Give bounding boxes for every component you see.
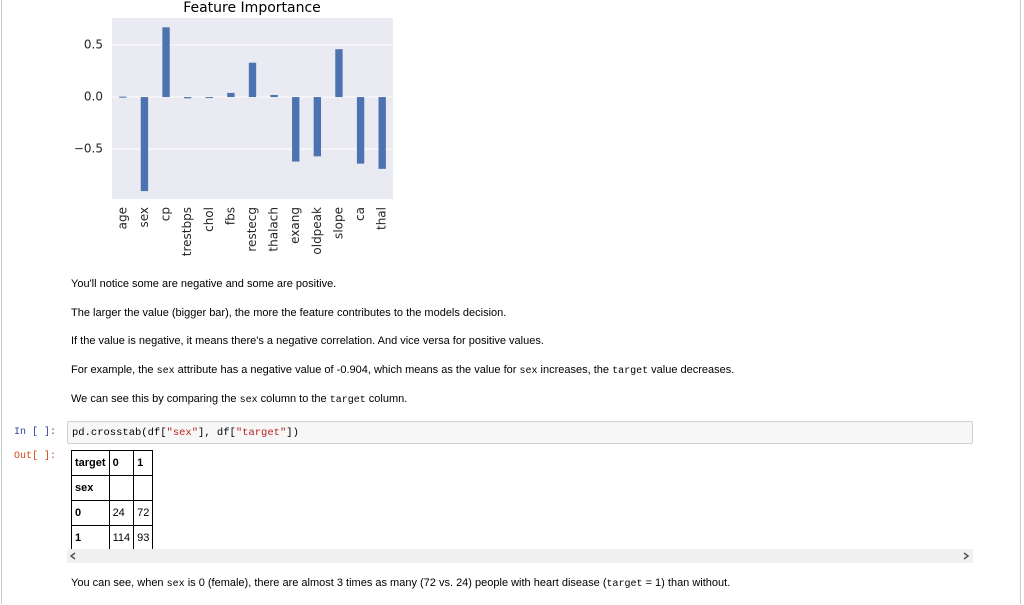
empty-cell xyxy=(108,475,135,501)
bar xyxy=(292,97,300,162)
bar xyxy=(140,97,149,192)
chart-title: Feature Importance xyxy=(183,0,321,16)
input-prompt: In [ ]: xyxy=(14,427,57,438)
x-tick-label: slope xyxy=(331,207,345,239)
text-run: You can see, when xyxy=(71,577,167,589)
crosstab-table: target 0 1 sex 0 24 72 1 114 93 xyxy=(71,450,154,551)
x-tick-label: restecg xyxy=(245,207,259,252)
bar xyxy=(313,97,322,157)
bar xyxy=(270,94,278,98)
table-cell: 114 xyxy=(108,525,135,551)
bar xyxy=(335,49,343,98)
paragraph: If the value is negative, it means there… xyxy=(71,335,544,347)
text-run: We can see this by comparing the xyxy=(71,393,240,405)
text-run: attribute has a negative value of -0.904… xyxy=(174,364,520,376)
row-index: 0 xyxy=(71,500,110,526)
column-header: 1 xyxy=(133,450,154,476)
text-run: = 1) than without. xyxy=(642,577,731,589)
code-string: "target" xyxy=(235,427,287,439)
bar xyxy=(378,97,386,169)
x-tick-label: cp xyxy=(159,207,173,221)
inline-code: sex xyxy=(156,366,175,377)
inline-code: target xyxy=(612,366,649,377)
bar xyxy=(205,97,213,99)
horizontal-scrollbar[interactable] xyxy=(67,549,973,563)
output-prompt: Out[ ]: xyxy=(14,451,57,462)
x-tick-label: thalach xyxy=(267,207,281,252)
bar xyxy=(248,62,257,98)
table-cell: 24 xyxy=(108,500,135,526)
bar xyxy=(183,97,192,99)
y-tick-label: −0.5 xyxy=(74,142,103,156)
y-tick-label: 0.0 xyxy=(84,90,103,104)
paragraph: We can see this by comparing the sex col… xyxy=(71,393,407,406)
x-tick-label: ca xyxy=(353,207,367,221)
text-run: If the value is negative, it means there… xyxy=(71,335,544,347)
row-index: 1 xyxy=(71,525,110,551)
scroll-arrows xyxy=(69,552,970,560)
scroll-right-arrow[interactable] xyxy=(963,552,970,560)
text-run: You'll notice some are negative and some… xyxy=(71,278,337,290)
x-tick-label: sex xyxy=(137,207,151,228)
code-string: "sex" xyxy=(166,427,199,439)
bar xyxy=(227,92,235,98)
index-name: sex xyxy=(71,475,110,501)
inline-code: target xyxy=(329,395,366,406)
x-tick-label: trestbps xyxy=(180,207,194,256)
bar xyxy=(162,27,170,98)
table-row: 0 24 72 xyxy=(71,500,154,526)
chart: Feature Importance −0.5 0.0 0.5 age sex cp tre… xyxy=(74,0,393,256)
column-header: 0 xyxy=(108,450,135,476)
x-tick-label: fbs xyxy=(223,207,237,225)
text-run: is 0 (female), there are almost 3 times … xyxy=(184,577,607,589)
columns-name: target xyxy=(71,450,110,476)
inline-code: sex xyxy=(519,366,538,377)
text-run: value decreases. xyxy=(648,364,735,376)
text-run: For example, the xyxy=(71,364,157,376)
header-row: target 0 1 xyxy=(71,450,154,476)
paragraph: The larger the value (bigger bar), the m… xyxy=(71,307,506,319)
bar xyxy=(356,97,365,164)
table-row: 1 114 93 xyxy=(71,525,154,551)
inline-code: sex xyxy=(166,579,185,590)
inline-code: sex xyxy=(239,395,258,406)
x-tick-label: exang xyxy=(288,207,302,244)
x-tick-label: thal xyxy=(375,207,389,230)
paragraph: You'll notice some are negative and some… xyxy=(71,278,336,290)
final-paragraph: You can see, when sex is 0 (female), the… xyxy=(71,577,730,590)
text-run: The larger the value (bigger bar), the m… xyxy=(71,307,507,319)
text-run: ]) xyxy=(286,427,299,439)
table-cell: 72 xyxy=(133,500,154,526)
index-name-row: sex xyxy=(71,475,154,501)
table-cell: 93 xyxy=(133,525,154,551)
text-run: ], df[ xyxy=(198,427,236,439)
x-tick-label: age xyxy=(115,207,129,229)
text-run: column. xyxy=(365,393,408,405)
code-input[interactable]: pd.crosstab(df["sex"], df["target"]) xyxy=(67,421,973,444)
x-tick-label: oldpeak xyxy=(310,207,324,255)
empty-cell xyxy=(133,475,154,501)
text-run: column to the xyxy=(257,393,330,405)
y-tick-label: 0.5 xyxy=(84,38,103,52)
bar xyxy=(119,96,127,98)
paragraph: For example, the sex attribute has a neg… xyxy=(71,364,734,377)
inline-code: target xyxy=(606,579,643,590)
x-tick-label: chol xyxy=(202,207,216,232)
text-run: increases, the xyxy=(537,364,613,376)
text-run: pd.crosstab(df[ xyxy=(72,427,167,439)
plot-background xyxy=(112,18,393,199)
scroll-left-arrow[interactable] xyxy=(69,552,76,560)
